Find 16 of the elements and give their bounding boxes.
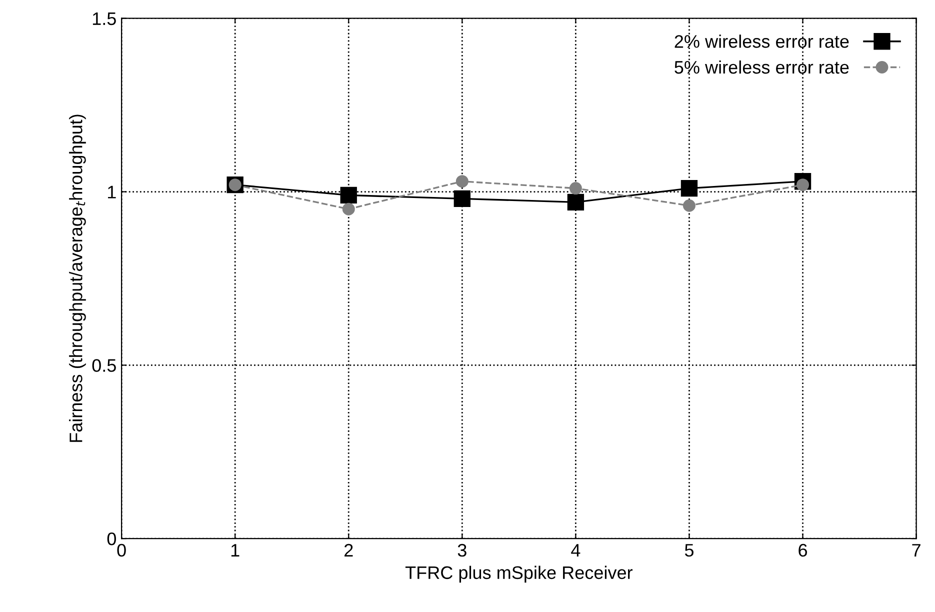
legend-label: 5% wireless error rate: [674, 60, 849, 74]
x-tick-label: 2: [344, 544, 353, 557]
y-axis-title: Fairness (throughput/average$_{t}$hroughput): [69, 114, 86, 442]
legend-label: 2% wireless error rate: [674, 34, 849, 48]
x-tick-label: 6: [798, 544, 807, 557]
x-tick-label: 1: [231, 544, 240, 557]
x-tick-label: 3: [458, 544, 466, 557]
y-tick-label: 0: [107, 532, 116, 546]
y-tick-label: 1.5: [92, 12, 116, 26]
x-tick-label: 5: [684, 544, 694, 557]
y-tick-label: 1: [108, 186, 116, 198]
x-tick-label: 0: [117, 544, 126, 557]
y-tick-label: 0.5: [92, 359, 116, 372]
x-axis-title: TFRC plus mSpike Receiver: [405, 566, 633, 583]
x-tick-label: 4: [571, 544, 580, 557]
x-tick-label: 7: [912, 544, 920, 557]
